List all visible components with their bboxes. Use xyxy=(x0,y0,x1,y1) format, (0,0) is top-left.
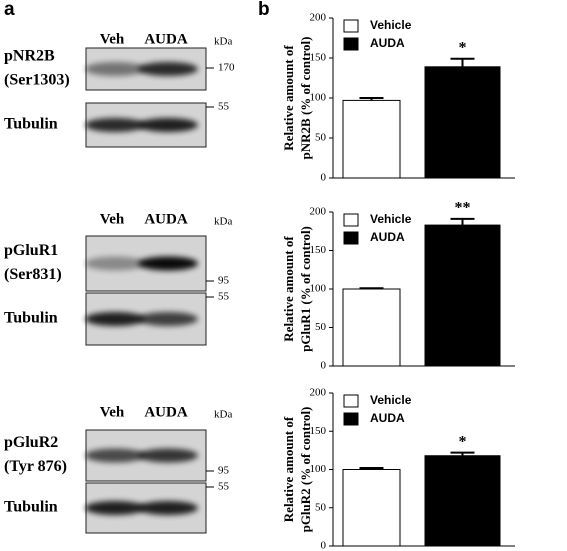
lane-label: Veh xyxy=(100,404,125,420)
marker-label: 55 xyxy=(218,101,230,113)
y-axis-label: pGluR1 (% of control) xyxy=(298,226,313,352)
lane-label: AUDA xyxy=(144,404,187,420)
legend-label: AUDA xyxy=(370,411,405,425)
unit-label: kDa xyxy=(214,216,232,228)
bar xyxy=(342,288,401,367)
marker-label: 55 xyxy=(218,291,230,303)
legend-label: AUDA xyxy=(370,36,405,50)
bar xyxy=(424,224,501,367)
row-label: (Ser831) xyxy=(4,266,62,283)
y-tick-label: 200 xyxy=(310,206,327,218)
y-tick-label: 50 xyxy=(315,501,327,513)
annotation: * xyxy=(459,39,467,56)
band xyxy=(138,448,198,463)
y-tick-label: 0 xyxy=(321,540,327,551)
legend-label: Vehicle xyxy=(370,212,412,226)
row-label: (Ser1303) xyxy=(4,72,70,89)
band xyxy=(85,312,145,326)
legend-swatch xyxy=(343,19,359,33)
row-label: Tubulin xyxy=(4,116,58,133)
bar xyxy=(424,66,501,179)
row-label: (Tyr 876) xyxy=(4,458,67,475)
band xyxy=(138,62,198,76)
bar xyxy=(342,99,401,179)
band xyxy=(138,256,198,271)
band xyxy=(138,501,198,515)
panel-label: a xyxy=(4,0,15,20)
legend-label: Vehicle xyxy=(370,18,412,32)
bar xyxy=(342,469,401,547)
legend-label: AUDA xyxy=(370,230,405,244)
bar xyxy=(424,455,501,547)
y-axis-label: Relative amount of xyxy=(281,45,296,151)
y-axis-label: Relative amount of xyxy=(281,236,296,342)
annotation: ** xyxy=(455,200,471,217)
legend-swatch xyxy=(343,37,359,51)
row-label: Tubulin xyxy=(4,499,58,516)
y-tick-label: 200 xyxy=(310,387,327,399)
y-tick-label: 0 xyxy=(321,172,327,184)
row-label: pGluR1 xyxy=(4,242,58,259)
y-tick-label: 0 xyxy=(321,360,327,372)
marker-label: 95 xyxy=(218,275,230,287)
band xyxy=(138,312,198,326)
y-tick-label: 150 xyxy=(310,52,327,64)
lane-label: AUDA xyxy=(144,211,187,227)
band xyxy=(85,501,145,515)
legend-swatch xyxy=(343,394,359,408)
band xyxy=(85,448,145,463)
y-tick-label: 50 xyxy=(315,321,327,333)
marker-label: 95 xyxy=(218,465,230,477)
y-tick-label: 100 xyxy=(310,283,327,295)
y-tick-label: 100 xyxy=(310,92,327,104)
row-label: Tubulin xyxy=(4,310,58,327)
lane-label: AUDA xyxy=(144,31,187,47)
annotation: * xyxy=(459,433,467,450)
row-label: pNR2B xyxy=(4,48,55,65)
y-axis-label: pNR2B (% of control) xyxy=(298,37,313,160)
y-axis-label: pGluR2 (% of control) xyxy=(298,407,313,533)
y-tick-label: 100 xyxy=(310,463,327,475)
blots: Veh AUDA kDa pNR2B (Ser1303) 170 Tubulin 55 Veh A… xyxy=(4,31,235,534)
y-tick-label: 200 xyxy=(310,12,327,24)
legend-label: Vehicle xyxy=(370,393,412,407)
row-label: pGluR2 xyxy=(4,434,58,451)
band xyxy=(85,118,145,132)
unit-label: kDa xyxy=(214,36,232,48)
y-tick-label: 150 xyxy=(310,244,327,256)
y-tick-label: 50 xyxy=(315,132,327,144)
band xyxy=(85,256,145,271)
lane-label: Veh xyxy=(100,31,125,47)
legend-swatch xyxy=(343,213,359,227)
marker-label: 170 xyxy=(218,62,235,74)
legend-swatch xyxy=(343,412,359,426)
band xyxy=(85,62,145,76)
band xyxy=(138,118,198,132)
legend-swatch xyxy=(343,231,359,245)
marker-label: 55 xyxy=(218,481,230,493)
y-tick-label: 150 xyxy=(310,425,327,437)
unit-label: kDa xyxy=(214,409,232,421)
panel-label: b xyxy=(258,0,270,20)
y-axis-label: Relative amount of xyxy=(281,416,296,522)
lane-label: Veh xyxy=(100,211,125,227)
